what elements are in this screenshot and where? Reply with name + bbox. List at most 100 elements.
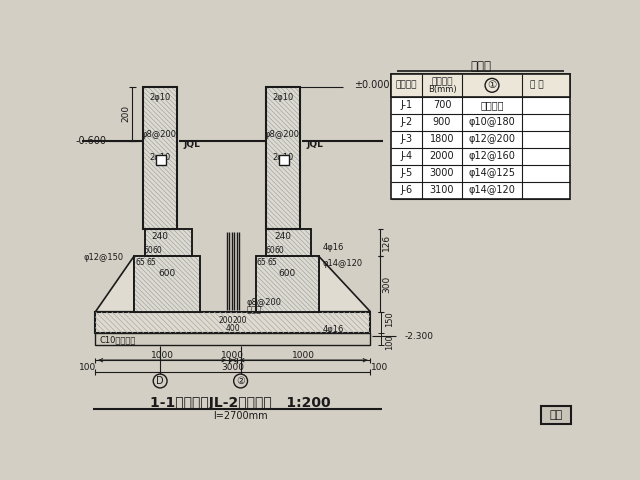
Bar: [134, 256, 200, 312]
Text: 300: 300: [382, 276, 391, 293]
Text: 600: 600: [278, 269, 296, 278]
Text: 60: 60: [275, 246, 284, 254]
Text: -0.600: -0.600: [76, 136, 106, 146]
Text: 240: 240: [152, 232, 169, 241]
Text: 1000: 1000: [292, 351, 315, 360]
Text: JQL: JQL: [183, 140, 200, 149]
Text: 200: 200: [219, 316, 233, 325]
Bar: [134, 256, 200, 312]
Text: 2000: 2000: [429, 151, 454, 161]
Bar: [145, 228, 193, 256]
Bar: [266, 87, 300, 228]
Bar: [145, 228, 193, 256]
Text: 基础编号: 基础编号: [396, 81, 417, 90]
Text: 返回: 返回: [549, 410, 563, 420]
Text: φ12@150: φ12@150: [83, 253, 124, 262]
Text: 900: 900: [433, 117, 451, 127]
Text: 400: 400: [225, 324, 240, 333]
Bar: [391, 74, 570, 97]
Text: 2φ10: 2φ10: [150, 93, 171, 102]
Bar: [156, 155, 166, 165]
Bar: [266, 87, 300, 228]
Text: JQL: JQL: [307, 140, 323, 149]
Text: 240: 240: [275, 232, 292, 241]
Text: 基础宽度: 基础宽度: [431, 78, 452, 87]
Text: 2φ10: 2φ10: [150, 153, 171, 162]
Text: B(mm): B(mm): [428, 84, 456, 94]
Bar: [134, 256, 200, 312]
Text: 60: 60: [144, 246, 154, 254]
Text: ②: ②: [236, 376, 245, 386]
Text: φ8@200: φ8@200: [264, 130, 300, 139]
Bar: [143, 87, 177, 228]
Text: 基础表: 基础表: [470, 60, 491, 72]
Text: l=2700mm: l=2700mm: [213, 411, 268, 421]
Text: 65: 65: [146, 258, 156, 267]
Text: 1000: 1000: [221, 351, 244, 360]
Text: J-5: J-5: [401, 168, 413, 178]
Text: J-6: J-6: [401, 185, 413, 195]
Bar: [95, 333, 371, 345]
Text: 备 注: 备 注: [530, 81, 543, 90]
Text: 4φ16: 4φ16: [323, 242, 344, 252]
Text: 700: 700: [433, 100, 451, 110]
Bar: [95, 312, 371, 333]
Bar: [255, 256, 319, 312]
Text: 126: 126: [382, 234, 391, 251]
Text: 200: 200: [122, 105, 131, 122]
Text: φ12@200: φ12@200: [468, 134, 515, 144]
Text: 四支箍: 四支箍: [247, 306, 262, 315]
Polygon shape: [95, 256, 134, 312]
Bar: [391, 74, 570, 199]
Bar: [255, 256, 319, 312]
Text: 1000: 1000: [151, 351, 173, 360]
Text: φ14@120: φ14@120: [323, 260, 363, 268]
Bar: [95, 312, 371, 333]
Text: D: D: [156, 376, 164, 386]
Text: 3100: 3100: [429, 185, 454, 195]
Text: 65: 65: [135, 258, 145, 267]
Text: 150: 150: [385, 312, 394, 327]
Text: φ12@160: φ12@160: [468, 151, 515, 161]
Text: φ8@200: φ8@200: [141, 130, 176, 139]
Text: 65: 65: [257, 258, 267, 267]
Bar: [541, 406, 572, 424]
Text: J-2: J-2: [401, 117, 413, 127]
Text: J-3: J-3: [401, 134, 413, 144]
Text: 60: 60: [153, 246, 163, 254]
Bar: [143, 87, 177, 228]
Polygon shape: [319, 256, 371, 312]
Text: 100: 100: [371, 363, 388, 372]
Bar: [266, 228, 311, 256]
Bar: [266, 228, 311, 256]
Text: 200: 200: [232, 316, 247, 325]
Text: ±0.000: ±0.000: [354, 80, 390, 90]
Text: -2.300: -2.300: [405, 332, 434, 341]
Text: 素混凝土: 素混凝土: [480, 100, 504, 110]
Text: C10素混凝土: C10素混凝土: [99, 335, 136, 344]
Text: φ14@125: φ14@125: [468, 168, 515, 178]
Text: φ8@200: φ8@200: [247, 298, 282, 307]
Bar: [279, 155, 289, 165]
Text: 600: 600: [159, 269, 176, 278]
Bar: [143, 87, 177, 228]
Text: 4φ16: 4φ16: [323, 325, 344, 334]
Text: 1800: 1800: [429, 134, 454, 144]
Text: J-4: J-4: [401, 151, 413, 161]
Text: 65: 65: [268, 258, 277, 267]
Text: 2φ10: 2φ10: [273, 93, 294, 102]
Text: J-1: J-1: [401, 100, 413, 110]
Text: φ14@120: φ14@120: [468, 185, 515, 195]
Text: 100: 100: [79, 363, 97, 372]
Bar: [145, 228, 193, 256]
Bar: [266, 87, 300, 228]
Text: ①: ①: [488, 80, 497, 90]
Bar: [266, 228, 311, 256]
Text: 2φ10: 2φ10: [273, 153, 294, 162]
Text: φ10@180: φ10@180: [468, 117, 515, 127]
Text: 60: 60: [266, 246, 275, 254]
Bar: [255, 256, 319, 312]
Text: 100: 100: [385, 334, 394, 350]
Text: 1-1断面图、JL-2基础详图   1:200: 1-1断面图、JL-2基础详图 1:200: [150, 396, 331, 409]
Text: 3000: 3000: [429, 168, 454, 178]
